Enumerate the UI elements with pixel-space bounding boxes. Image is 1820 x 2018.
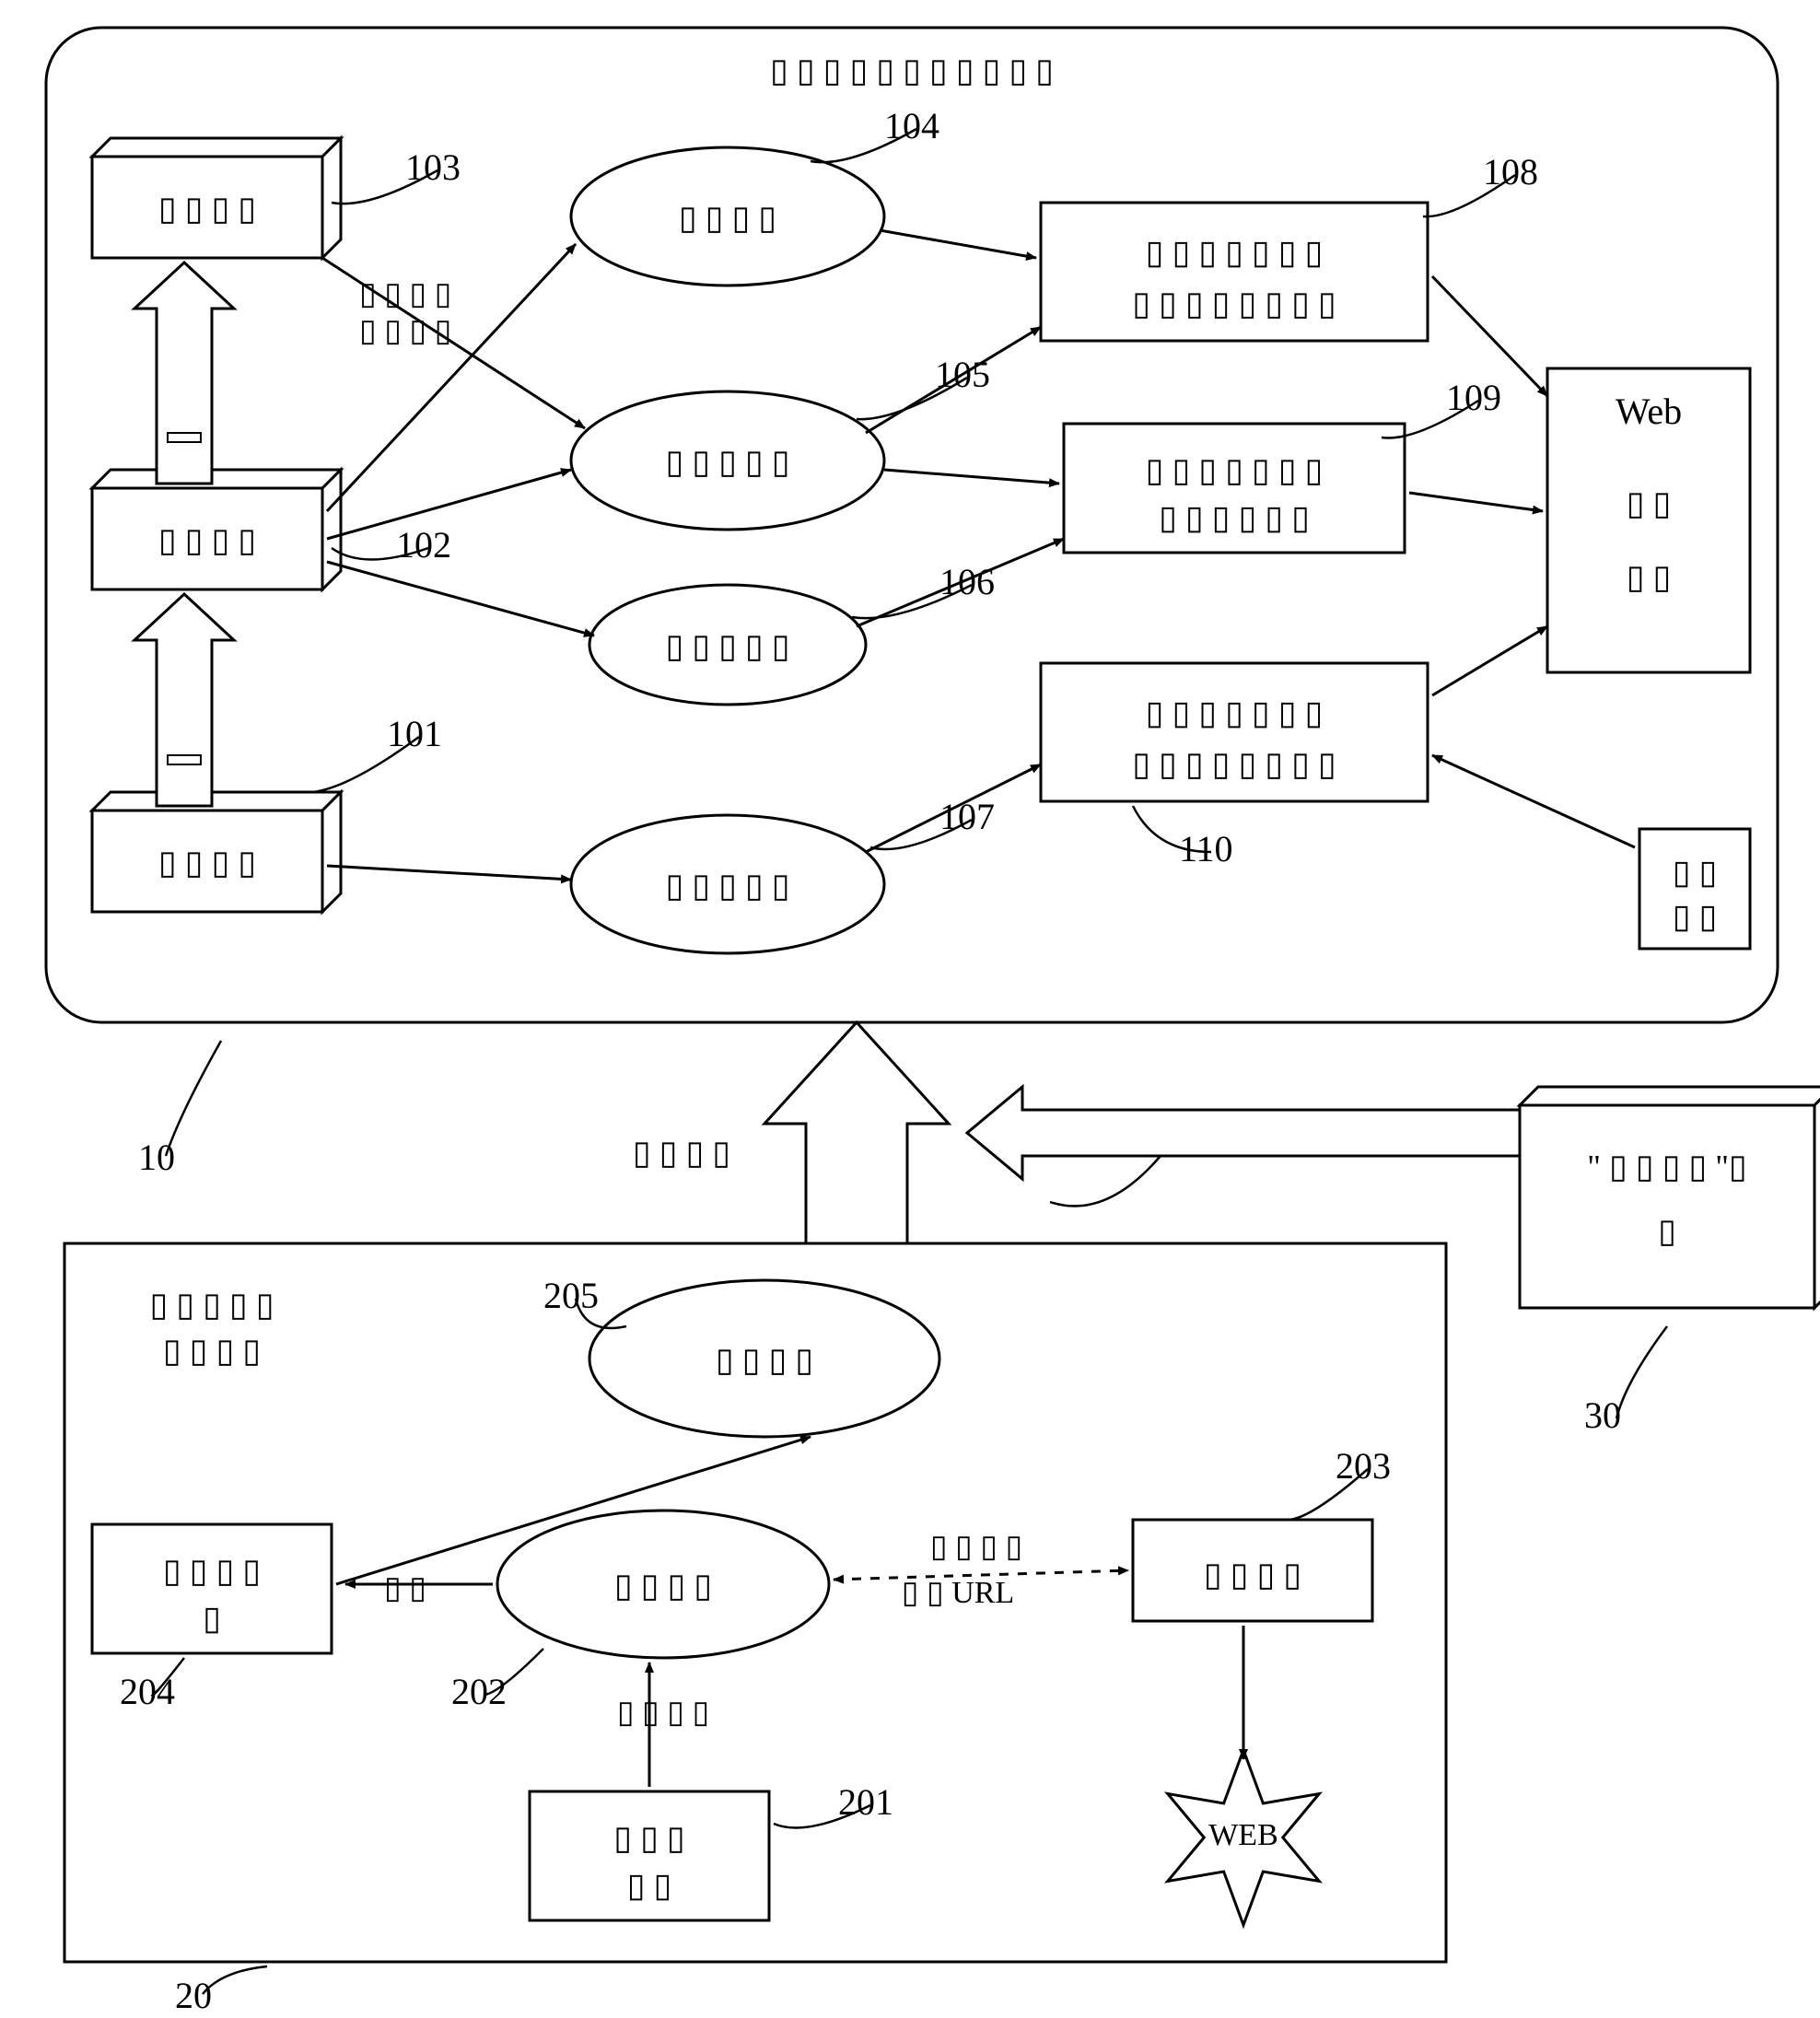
ref-label: 205 bbox=[543, 1275, 599, 1316]
ref-label: 105 bbox=[935, 354, 990, 395]
svg-text:▯ ▯ ▯ ▯: ▯ ▯ ▯ ▯ bbox=[359, 277, 451, 311]
ref-label: 103 bbox=[405, 146, 461, 188]
svg-text:▯ ▯: ▯ ▯ bbox=[1627, 558, 1672, 595]
svg-text:▯ ▯ ▯ ▯: ▯ ▯ ▯ ▯ bbox=[163, 1332, 261, 1369]
svg-text:20: 20 bbox=[175, 1975, 212, 2016]
svg-text:30: 30 bbox=[1584, 1394, 1621, 1436]
svg-text:WEB: WEB bbox=[1208, 1818, 1278, 1852]
node-201: ▯ ▯ ▯ ▯ ▯ bbox=[530, 1791, 769, 1920]
svg-text:▯ ▯ ▯ ▯ ▯ ▯ ▯: ▯ ▯ ▯ ▯ ▯ ▯ ▯ bbox=[1146, 234, 1324, 271]
edge-label: ▯ ▯ ▯ ▯ bbox=[930, 1530, 1022, 1564]
ref-label: 201 bbox=[838, 1781, 893, 1823]
small-box-br: ▯ ▯ ▯ ▯ bbox=[1639, 829, 1750, 949]
ref-label: 101 bbox=[387, 713, 442, 754]
node-104: ▯ ▯ ▯ ▯ bbox=[571, 147, 884, 286]
ref-label: 107 bbox=[939, 796, 995, 837]
node-105: ▯ ▯ ▯ ▯ ▯ bbox=[571, 391, 884, 530]
hollow-side-arrow bbox=[967, 1087, 1547, 1179]
node-204: ▯ ▯ ▯ ▯ ▯ bbox=[92, 1524, 332, 1653]
svg-text:▯ ▯: ▯ ▯ bbox=[1673, 854, 1718, 891]
svg-text:▯ ▯ ▯ ▯ ▯ ▯ ▯ ▯: ▯ ▯ ▯ ▯ ▯ ▯ ▯ ▯ bbox=[1132, 745, 1336, 782]
node-109: ▯ ▯ ▯ ▯ ▯ ▯ ▯ ▯ ▯ ▯ ▯ ▯ ▯ bbox=[1064, 424, 1405, 553]
ref-label: 202 bbox=[451, 1671, 507, 1712]
svg-text:▯ ▯ ▯ ▯: ▯ ▯ ▯ ▯ bbox=[1204, 1556, 1301, 1592]
edge-label: ▯ ▯ URL bbox=[902, 1576, 1014, 1610]
ref-label: 109 bbox=[1446, 377, 1501, 418]
svg-text:▯ ▯ ▯ ▯: ▯ ▯ ▯ ▯ bbox=[163, 1552, 261, 1589]
svg-text:▯: ▯ bbox=[203, 1600, 221, 1637]
top-panel-title: ▯ ▯ ▯ ▯ ▯ ▯ ▯ ▯ ▯ ▯ ▯ bbox=[770, 52, 1054, 88]
ref-label: 110 bbox=[1179, 828, 1233, 869]
svg-text:▯ ▯ ▯ ▯: ▯ ▯ ▯ ▯ bbox=[158, 521, 256, 558]
ref-label: 106 bbox=[939, 561, 995, 602]
svg-text:" ▯ ▯ ▯ ▯ "▯: " ▯ ▯ ▯ ▯ "▯ bbox=[1587, 1148, 1746, 1184]
node-30: " ▯ ▯ ▯ ▯ "▯ ▯ bbox=[1520, 1087, 1820, 1308]
node-110: ▯ ▯ ▯ ▯ ▯ ▯ ▯ ▯ ▯ ▯ ▯ ▯ ▯ ▯ ▯ bbox=[1041, 663, 1428, 801]
node-202: ▯ ▯ ▯ ▯ bbox=[497, 1511, 829, 1658]
svg-text:▯ ▯: ▯ ▯ bbox=[1627, 484, 1672, 521]
svg-text:▯ ▯ ▯ ▯ ▯ ▯ ▯: ▯ ▯ ▯ ▯ ▯ ▯ ▯ bbox=[1146, 694, 1324, 731]
svg-text:▯ ▯ ▯ ▯: ▯ ▯ ▯ ▯ bbox=[158, 190, 256, 227]
svg-text:▯ ▯ ▯: ▯ ▯ ▯ bbox=[613, 1819, 684, 1856]
svg-text:▯ ▯ ▯ ▯: ▯ ▯ ▯ ▯ bbox=[158, 844, 256, 881]
svg-text:▯ ▯ ▯ ▯: ▯ ▯ ▯ ▯ bbox=[679, 199, 776, 236]
svg-text:▯ ▯ ▯ ▯ ▯: ▯ ▯ ▯ ▯ ▯ bbox=[665, 627, 789, 664]
svg-text:▯ ▯ ▯ ▯ ▯: ▯ ▯ ▯ ▯ ▯ bbox=[665, 867, 789, 904]
ref-label: 102 bbox=[396, 524, 451, 566]
svg-text:▯ ▯ ▯ ▯: ▯ ▯ ▯ ▯ bbox=[716, 1341, 813, 1378]
web-box: Web ▯ ▯ ▯ ▯ bbox=[1547, 368, 1750, 672]
ref-label: 204 bbox=[120, 1671, 175, 1712]
node-101: ▯ ▯ ▯ ▯ bbox=[92, 792, 341, 912]
node-102: ▯ ▯ ▯ ▯ bbox=[92, 470, 341, 589]
svg-text:▯ ▯ ▯ ▯ ▯: ▯ ▯ ▯ ▯ ▯ bbox=[149, 1286, 274, 1323]
svg-text:Web: Web bbox=[1616, 391, 1682, 432]
node-103: ▯ ▯ ▯ ▯ bbox=[92, 138, 341, 258]
svg-text:▯ ▯ ▯ ▯: ▯ ▯ ▯ ▯ bbox=[633, 1134, 730, 1171]
svg-text:▯ ▯ ▯ ▯ ▯ ▯ ▯ ▯: ▯ ▯ ▯ ▯ ▯ ▯ ▯ ▯ bbox=[1132, 285, 1336, 321]
svg-text:▯ ▯ ▯ ▯ ▯: ▯ ▯ ▯ ▯ ▯ bbox=[665, 443, 789, 480]
node-205: ▯ ▯ ▯ ▯ bbox=[589, 1280, 939, 1437]
node-107: ▯ ▯ ▯ ▯ ▯ bbox=[571, 815, 884, 953]
svg-text:10: 10 bbox=[138, 1137, 175, 1178]
svg-text:▯ ▯ ▯ ▯: ▯ ▯ ▯ ▯ bbox=[359, 314, 451, 348]
big-up-arrow bbox=[764, 1022, 949, 1253]
edge-label: ▯ ▯ ▯ ▯ bbox=[617, 1696, 709, 1730]
node-108: ▯ ▯ ▯ ▯ ▯ ▯ ▯ ▯ ▯ ▯ ▯ ▯ ▯ ▯ ▯ bbox=[1041, 203, 1428, 341]
ref-label: 108 bbox=[1483, 151, 1538, 192]
node-106: ▯ ▯ ▯ ▯ ▯ bbox=[589, 585, 866, 705]
svg-text:▯ ▯ ▯ ▯ ▯ ▯ ▯: ▯ ▯ ▯ ▯ ▯ ▯ ▯ bbox=[1146, 451, 1324, 488]
edge-label: ▯ ▯ bbox=[384, 1571, 426, 1605]
ref-label: 104 bbox=[884, 105, 939, 146]
svg-text:▯ ▯ ▯ ▯ ▯ ▯: ▯ ▯ ▯ ▯ ▯ ▯ bbox=[1159, 499, 1310, 536]
ref-label: 203 bbox=[1336, 1445, 1391, 1487]
svg-text:▯: ▯ bbox=[1658, 1212, 1676, 1249]
svg-text:▯ ▯ ▯ ▯: ▯ ▯ ▯ ▯ bbox=[614, 1567, 712, 1604]
svg-text:▯ ▯: ▯ ▯ bbox=[627, 1867, 672, 1904]
svg-text:▯ ▯: ▯ ▯ bbox=[1673, 898, 1718, 935]
node-203: ▯ ▯ ▯ ▯ bbox=[1133, 1520, 1372, 1621]
